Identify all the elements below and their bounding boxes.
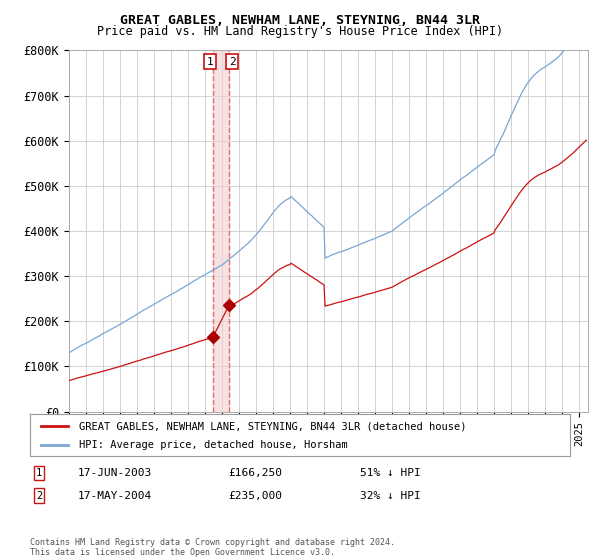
Text: 17-MAY-2004: 17-MAY-2004 bbox=[78, 491, 152, 501]
Bar bbox=[213, 50, 229, 412]
Text: 1: 1 bbox=[206, 57, 213, 67]
Text: 2: 2 bbox=[36, 491, 42, 501]
Text: GREAT GABLES, NEWHAM LANE, STEYNING, BN44 3LR: GREAT GABLES, NEWHAM LANE, STEYNING, BN4… bbox=[120, 14, 480, 27]
Text: 2: 2 bbox=[229, 57, 235, 67]
Text: 51% ↓ HPI: 51% ↓ HPI bbox=[360, 468, 421, 478]
Text: £166,250: £166,250 bbox=[228, 468, 282, 478]
Text: GREAT GABLES, NEWHAM LANE, STEYNING, BN44 3LR (detached house): GREAT GABLES, NEWHAM LANE, STEYNING, BN4… bbox=[79, 421, 466, 431]
Text: 1: 1 bbox=[36, 468, 42, 478]
Text: 17-JUN-2003: 17-JUN-2003 bbox=[78, 468, 152, 478]
Text: Contains HM Land Registry data © Crown copyright and database right 2024.
This d: Contains HM Land Registry data © Crown c… bbox=[30, 538, 395, 557]
Text: £235,000: £235,000 bbox=[228, 491, 282, 501]
Text: 32% ↓ HPI: 32% ↓ HPI bbox=[360, 491, 421, 501]
Text: Price paid vs. HM Land Registry's House Price Index (HPI): Price paid vs. HM Land Registry's House … bbox=[97, 25, 503, 38]
Text: HPI: Average price, detached house, Horsham: HPI: Average price, detached house, Hors… bbox=[79, 440, 347, 450]
